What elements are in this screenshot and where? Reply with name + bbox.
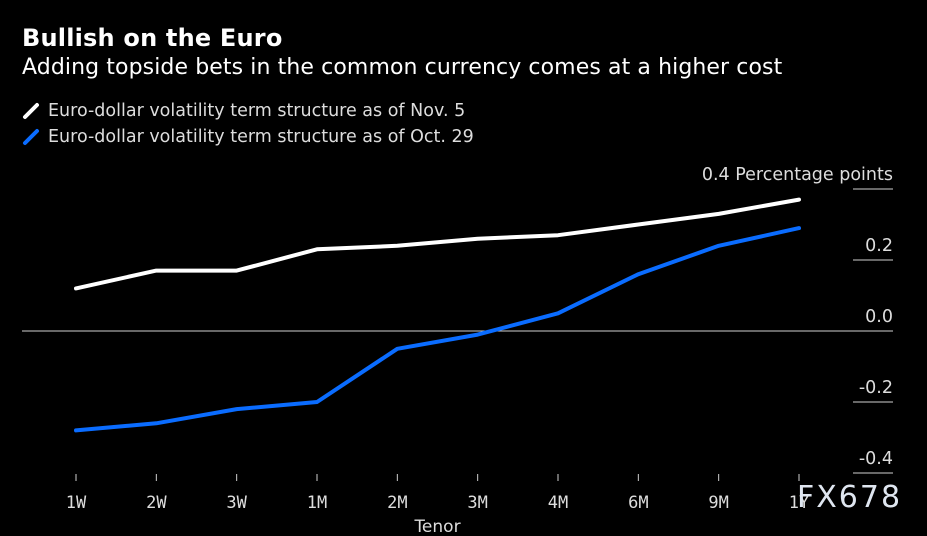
y-tick-label: 0.4 Percentage points: [702, 165, 893, 185]
legend-swatch-nov5-icon: [23, 103, 39, 119]
chart-subtitle: Adding topside bets in the common curren…: [22, 55, 783, 80]
y-tick-label: 0.0: [865, 307, 893, 327]
watermark: FX678: [797, 480, 903, 515]
x-tick-label: 1W: [66, 493, 87, 513]
series-line-1: [74, 226, 801, 433]
x-tick-label: 1Y: [789, 493, 809, 513]
legend-label-oct29: Euro-dollar volatility term structure as…: [48, 127, 474, 147]
legend-item-nov5: Euro-dollar volatility term structure as…: [22, 101, 465, 121]
series-line-0: [74, 197, 801, 291]
x-tick-label: 6M: [628, 493, 648, 513]
x-tick-label: 9M: [708, 493, 728, 513]
x-tick-label: 4M: [548, 493, 568, 513]
y-tick-label: 0.2: [865, 236, 893, 256]
x-tick-label: 3M: [467, 493, 487, 513]
x-axis-title: Tenor: [413, 517, 460, 536]
y-tick-label: -0.4: [859, 449, 893, 469]
x-tick-label: 2W: [146, 493, 167, 513]
x-tick-label: 1M: [307, 493, 327, 513]
x-tick-label: 3W: [226, 493, 247, 513]
legend-label-nov5: Euro-dollar volatility term structure as…: [48, 101, 466, 121]
legend-swatch-oct29-icon: [23, 129, 39, 145]
chart-title: Bullish on the Euro: [22, 24, 283, 52]
legend-item-oct29: Euro-dollar volatility term structure as…: [22, 127, 474, 147]
x-tick-label: 2M: [387, 493, 407, 513]
y-tick-label: -0.2: [859, 378, 893, 398]
